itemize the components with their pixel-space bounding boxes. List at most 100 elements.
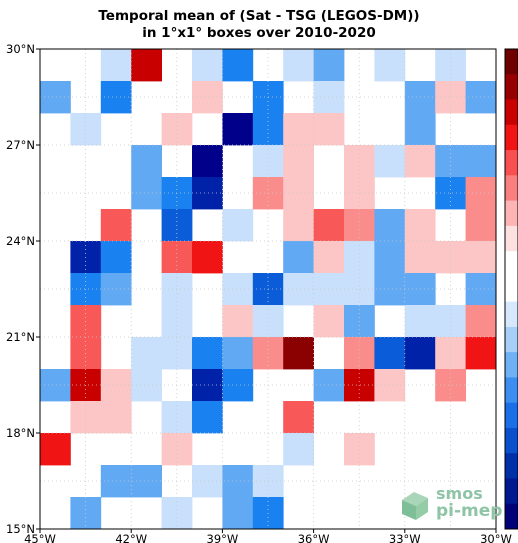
colorbar-segment bbox=[505, 478, 518, 505]
chart-title: Temporal mean of (Sat - TSG (LEGOS-DM)) … bbox=[0, 8, 518, 42]
heatmap-cell bbox=[222, 305, 254, 338]
heatmap-cell bbox=[192, 145, 223, 178]
colorbar-segment bbox=[505, 49, 518, 75]
heatmap-cell bbox=[283, 273, 314, 306]
heatmap-cell bbox=[131, 465, 162, 498]
colorbar bbox=[504, 48, 518, 530]
heatmap-cell bbox=[374, 209, 406, 242]
heatmap-cell bbox=[374, 145, 406, 178]
heatmap-cell bbox=[192, 401, 223, 434]
heatmap-cell bbox=[283, 49, 314, 82]
heatmap-cell bbox=[192, 337, 223, 370]
heatmap-cell bbox=[100, 241, 132, 274]
colorbar-segment bbox=[505, 276, 518, 303]
x-axis-ticks: 45°W 42°W 39°W 36°W 33°W 30°W bbox=[24, 529, 512, 543]
heatmap-cell bbox=[100, 209, 132, 242]
chart-title-line-2: in 1°x1° boxes over 2010-2020 bbox=[142, 25, 376, 41]
colorbar-segment bbox=[505, 225, 518, 252]
heatmap-cell bbox=[222, 497, 254, 530]
heatmap-cell bbox=[131, 145, 162, 178]
y-tick-label: 24°N bbox=[6, 234, 35, 248]
colorbar-frame bbox=[504, 48, 518, 530]
heatmap-cell bbox=[283, 401, 314, 434]
colorbar-segment bbox=[505, 402, 518, 429]
heatmap-cell bbox=[40, 369, 71, 402]
gridlines bbox=[40, 49, 496, 529]
colorbar-segment bbox=[505, 503, 518, 530]
y-tick-label: 30°N bbox=[6, 42, 35, 56]
colorbar-segment bbox=[505, 301, 518, 328]
x-tick-label: 33°W bbox=[389, 532, 421, 543]
x-tick-label: 42°W bbox=[115, 532, 147, 543]
heatmap-cell bbox=[465, 209, 497, 242]
heatmap-cell bbox=[404, 145, 436, 178]
y-tick-label: 18°N bbox=[6, 426, 35, 440]
colorbar-segment bbox=[505, 200, 518, 227]
heatmap-cell bbox=[283, 241, 314, 274]
colorbar-segment bbox=[505, 150, 518, 176]
heatmap-cell bbox=[465, 305, 497, 338]
heatmap-cell bbox=[283, 337, 314, 370]
x-tick-label: 30°W bbox=[480, 532, 512, 543]
heatmap-cell bbox=[374, 337, 406, 370]
heatmap-cell bbox=[192, 369, 223, 402]
heatmap-cell bbox=[131, 337, 162, 370]
heatmap-cell bbox=[404, 209, 436, 242]
heatmap-cell bbox=[222, 113, 254, 146]
heatmap-cell bbox=[40, 433, 71, 466]
heatmap-cell bbox=[313, 241, 345, 274]
heatmap-cell bbox=[131, 177, 162, 210]
heatmap-cell bbox=[222, 337, 254, 370]
heatmap-cell bbox=[131, 49, 162, 82]
heatmap-cell bbox=[192, 177, 223, 210]
heatmap-cell bbox=[222, 49, 254, 82]
colorbar-segment bbox=[505, 99, 518, 126]
y-axis-ticks: 30°N 27°N 24°N 21°N 18°N 15°N bbox=[6, 42, 40, 536]
heatmap-cell bbox=[192, 81, 223, 114]
colorbar-segment bbox=[505, 352, 518, 378]
heatmap-cell bbox=[40, 81, 71, 114]
smos-pi-mep-logo: smos pi-mep bbox=[398, 484, 508, 524]
chart-title-line-1: Temporal mean of (Sat - TSG (LEGOS-DM)) bbox=[98, 8, 420, 24]
heatmap-cell bbox=[404, 241, 436, 274]
x-tick-label: 45°W bbox=[24, 532, 56, 543]
heatmap-cell bbox=[192, 465, 223, 498]
heatmap-cell bbox=[283, 209, 314, 242]
heatmap-cell bbox=[283, 113, 314, 146]
colorbar-segment bbox=[505, 453, 518, 479]
y-tick-label: 15°N bbox=[6, 522, 35, 536]
heatmap-cell bbox=[313, 209, 345, 242]
x-tick-label: 39°W bbox=[207, 532, 239, 543]
heatmap-cell bbox=[465, 241, 497, 274]
heatmap-cell bbox=[100, 401, 132, 434]
colorbar-segment bbox=[505, 251, 518, 277]
heatmap-cell bbox=[404, 337, 436, 370]
x-tick-label: 36°W bbox=[298, 532, 330, 543]
colorbar-segment bbox=[505, 427, 518, 454]
heatmap-cell bbox=[283, 145, 314, 178]
colorbar-segment bbox=[505, 377, 518, 404]
heatmap-cell bbox=[283, 433, 314, 466]
heatmap-cell bbox=[283, 177, 314, 210]
colorbar-segment bbox=[505, 175, 518, 202]
y-tick-label: 21°N bbox=[6, 330, 35, 344]
logo-text-smos: smos bbox=[436, 484, 483, 503]
heatmap-cell bbox=[374, 49, 406, 82]
heatmap-cell bbox=[313, 113, 345, 146]
plot-frame bbox=[39, 48, 497, 530]
heatmap-cell bbox=[313, 305, 345, 338]
heatmap-cell bbox=[465, 337, 497, 370]
y-tick-label: 27°N bbox=[6, 138, 35, 152]
colorbar-segment bbox=[505, 74, 518, 101]
heatmap-cell bbox=[313, 49, 345, 82]
heatmap-cell bbox=[374, 241, 406, 274]
logo-text-pi-mep: pi-mep bbox=[436, 501, 503, 521]
heatmap-cell bbox=[404, 305, 436, 338]
colorbar-segment bbox=[505, 326, 518, 353]
heatmap-cell bbox=[192, 241, 223, 274]
colorbar-segment bbox=[505, 124, 518, 151]
heatmap-cell bbox=[404, 113, 436, 146]
heatmap-cell bbox=[192, 49, 223, 82]
heatmap-cells bbox=[40, 49, 497, 530]
